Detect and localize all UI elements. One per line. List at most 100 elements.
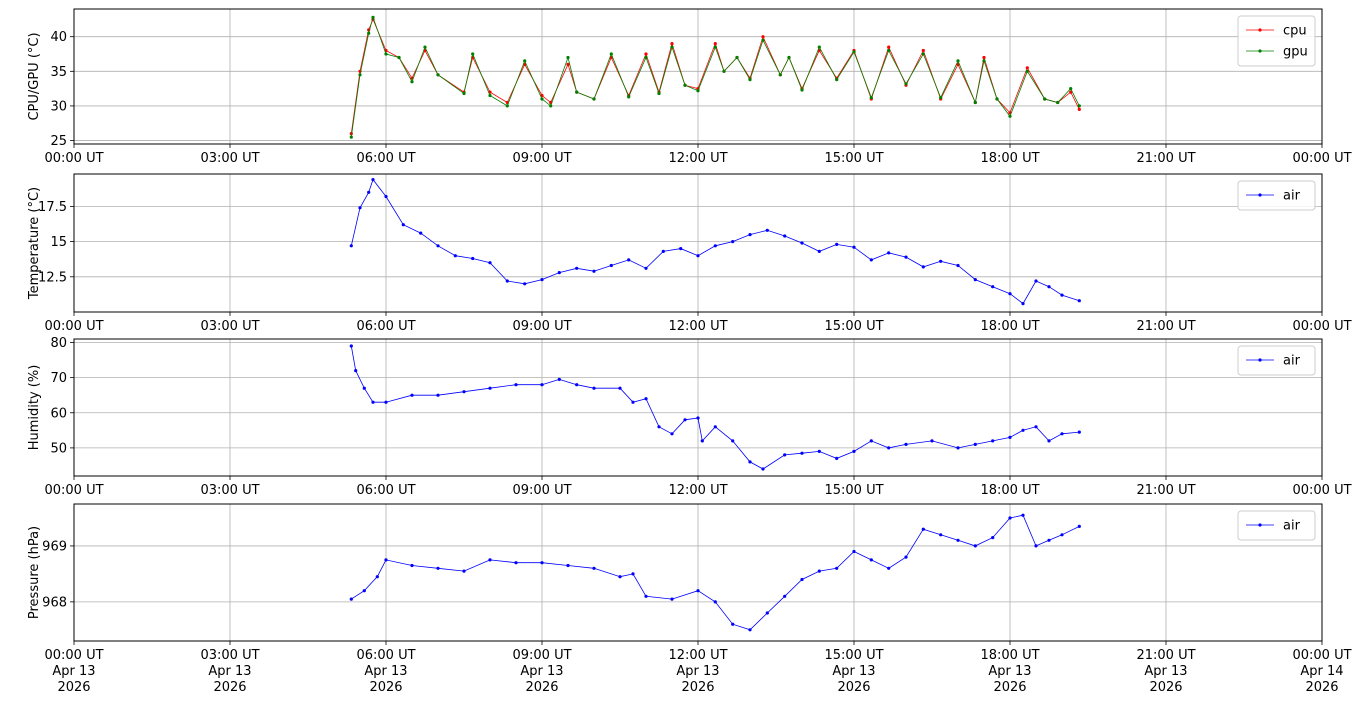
data-point-air	[1021, 428, 1025, 432]
legend-frame	[1237, 510, 1316, 541]
x-tick-label: 18:00 UT Apr 13 2026	[980, 648, 1039, 695]
data-point-air	[1034, 544, 1038, 548]
data-point-air	[973, 544, 977, 548]
x-tick-label-line: 21:00 UT	[1136, 483, 1195, 498]
data-point-gpu	[1069, 87, 1073, 91]
legend-marker-air	[1258, 193, 1262, 197]
x-tick-label-line: 2026	[1305, 680, 1338, 695]
x-tick-label-line: Apr 13	[520, 664, 563, 679]
data-point-air	[505, 279, 509, 283]
data-point-gpu	[869, 96, 873, 100]
axes-frame	[73, 338, 1323, 477]
data-point-air	[631, 400, 635, 404]
data-point-air	[991, 439, 995, 443]
x-tick-label-line: 00:00 UT	[44, 483, 103, 498]
data-point-gpu	[735, 55, 739, 60]
x-tick-label-line: 21:00 UT	[1136, 319, 1195, 334]
x-tick-label-line: 03:00 UT	[200, 648, 259, 663]
x-tick-label-line: 00:00 UT	[1292, 483, 1351, 498]
x-tick-label-line: Apr 13	[676, 664, 719, 679]
data-point-gpu	[982, 59, 986, 63]
x-tick-label-line: 21:00 UT	[1136, 151, 1195, 166]
axes-frame	[73, 8, 1323, 145]
data-point-air	[939, 259, 943, 263]
data-point-air	[657, 425, 661, 429]
data-point-air	[921, 527, 925, 531]
data-point-air	[540, 278, 544, 282]
data-point-air	[1047, 285, 1051, 289]
humidity-panel: 00:00 UT 03:00 UT 06:00 UT 09:00 UT 12:00 UT…	[27, 336, 1352, 498]
data-point-gpu	[956, 59, 960, 63]
x-tick-label-line: Apr 13	[1144, 664, 1187, 679]
data-point-air	[644, 397, 648, 401]
x-tick-label: 21:00 UT	[1136, 319, 1195, 334]
x-tick-label-line: 12:00 UT	[668, 483, 727, 498]
data-point-gpu	[384, 52, 388, 56]
data-point-gpu	[592, 97, 596, 101]
data-point-air	[371, 400, 375, 404]
x-tick-label: 09:00 UT	[512, 319, 571, 334]
x-tick-label-line: Apr 13	[364, 664, 407, 679]
x-tick-label-line: 21:00 UT	[1136, 648, 1195, 663]
data-point-air	[835, 566, 839, 570]
x-tick-label-line: 15:00 UT	[824, 483, 883, 498]
data-point-air	[514, 383, 518, 387]
x-tick-label: 15:00 UT Apr 13 2026	[824, 648, 883, 695]
data-point-gpu	[852, 50, 856, 54]
data-point-air	[575, 266, 579, 270]
x-tick-label-line: 12:00 UT	[668, 151, 727, 166]
data-point-air	[523, 282, 527, 286]
y-tick-label: 968	[42, 595, 67, 610]
data-point-air	[436, 393, 440, 397]
data-point-air	[670, 597, 674, 601]
data-point-gpu	[778, 73, 782, 77]
y-tick-label: 25	[50, 134, 67, 149]
data-point-air	[731, 439, 735, 443]
data-point-cpu	[761, 35, 765, 39]
x-tick-label: 12:00 UT	[668, 319, 727, 334]
data-point-air	[817, 569, 821, 573]
data-point-air	[410, 563, 414, 568]
data-point-gpu	[748, 78, 752, 82]
data-point-air	[700, 439, 704, 443]
data-point-air	[956, 538, 960, 542]
data-point-cpu	[713, 42, 717, 46]
data-point-air	[1034, 279, 1038, 283]
y-tick-label: 15	[50, 235, 67, 250]
data-point-air	[991, 285, 995, 289]
legend-label-air: air	[1283, 189, 1301, 204]
data-point-air	[627, 258, 631, 262]
x-tick-label-line: 12:00 UT	[668, 648, 727, 663]
legend-frame	[1237, 180, 1316, 211]
data-point-gpu	[566, 55, 570, 60]
data-point-air	[358, 206, 362, 210]
data-point-air	[835, 456, 839, 460]
x-tick-label-line: 00:00 UT	[1292, 648, 1351, 663]
data-point-cpu	[1077, 107, 1081, 111]
data-point-gpu	[939, 96, 943, 100]
data-point-air	[462, 390, 466, 394]
legend-frame	[1237, 15, 1316, 67]
data-point-air	[991, 536, 995, 540]
legend: air	[1237, 345, 1316, 376]
x-tick-label-line: 15:00 UT	[824, 319, 883, 334]
data-point-gpu	[423, 45, 427, 49]
data-point-air	[696, 416, 700, 420]
x-tick-label-line: 15:00 UT	[824, 648, 883, 663]
data-point-air	[973, 278, 977, 282]
y-tick-label: 80	[50, 336, 67, 351]
data-point-cpu	[566, 62, 570, 66]
data-point-air	[371, 178, 375, 182]
legend-label-cpu: cpu	[1283, 24, 1307, 39]
axes-frame	[73, 503, 1323, 642]
x-tick-label-line: 00:00 UT	[1292, 151, 1351, 166]
data-point-cpu	[670, 42, 674, 46]
data-point-air	[592, 566, 596, 570]
x-tick-label-line: 18:00 UT	[980, 319, 1039, 334]
data-point-air	[540, 383, 544, 387]
data-point-cpu	[1069, 90, 1073, 94]
y-tick-label: 969	[42, 539, 67, 554]
x-tick-label-line: 00:00 UT	[44, 319, 103, 334]
data-point-air	[869, 258, 873, 262]
data-point-air	[1021, 302, 1025, 306]
